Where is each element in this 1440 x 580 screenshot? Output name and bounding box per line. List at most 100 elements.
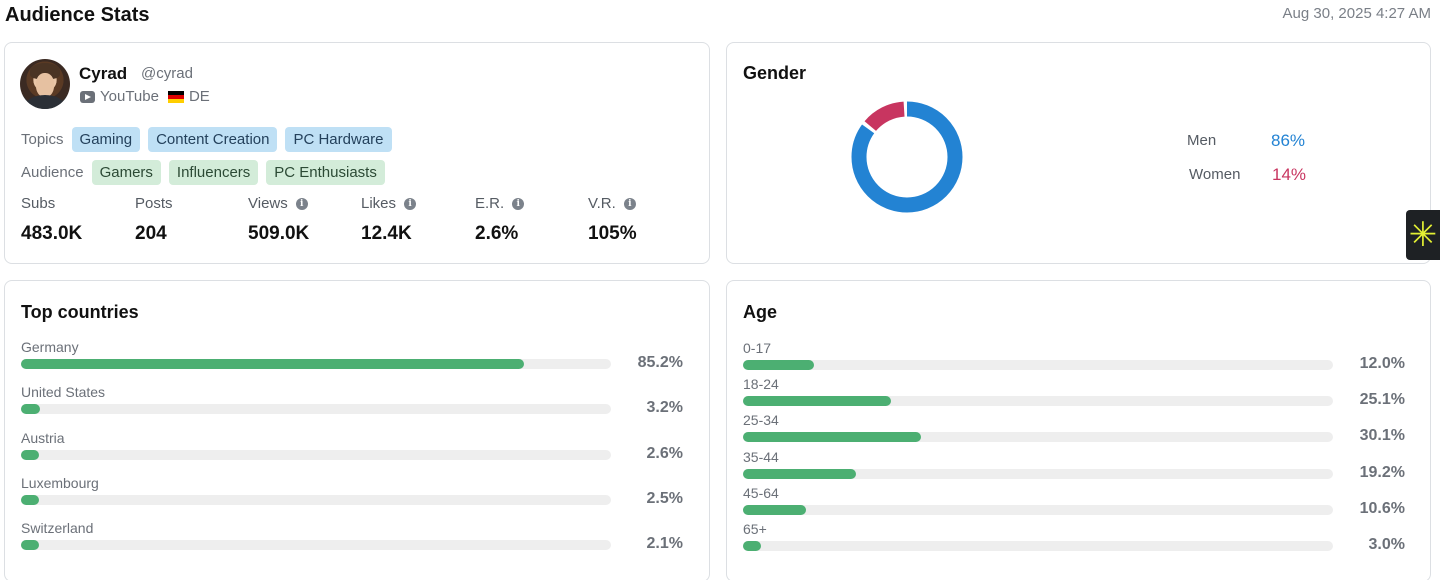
bar-label: Austria bbox=[21, 430, 65, 448]
help-widget-icon[interactable]: ✳ bbox=[1406, 210, 1440, 260]
bar-label-text: Luxembourg bbox=[21, 474, 99, 491]
bar-track bbox=[21, 449, 611, 460]
bar-label-text: United States bbox=[21, 384, 106, 401]
bar-label-text: 0-17 bbox=[743, 340, 772, 356]
bar-percent: 2.6% bbox=[646, 444, 683, 462]
bar-track bbox=[21, 540, 611, 551]
bar-label: 0-17 bbox=[743, 340, 771, 358]
stat-value: 509.0K bbox=[248, 223, 310, 244]
bar-label-text: Switzerland bbox=[21, 520, 94, 537]
bar-label-text: 25-34 bbox=[743, 412, 779, 429]
info-icon[interactable]: i bbox=[512, 197, 525, 210]
countries-title: Top countries bbox=[21, 302, 139, 322]
stat-label: Views bbox=[248, 195, 288, 212]
stat-subs: Subs 483.0K bbox=[21, 195, 82, 245]
stat-label: E.R. bbox=[475, 195, 505, 212]
bar-percent: 3.0% bbox=[1368, 536, 1405, 553]
audience-label: Audience bbox=[21, 164, 84, 181]
info-icon[interactable]: i bbox=[404, 197, 417, 210]
youtube-icon bbox=[80, 90, 95, 103]
stat-views: Views i 509.0K bbox=[248, 195, 309, 245]
legend-label: Men bbox=[1187, 132, 1217, 149]
stat-posts: Posts 204 bbox=[135, 195, 173, 245]
bar-track bbox=[743, 432, 1333, 443]
bar-label: 65+ bbox=[743, 521, 767, 539]
bar-percent: 85.2% bbox=[637, 354, 683, 371]
bar-fill bbox=[21, 359, 524, 369]
bar-percent: 2.5% bbox=[646, 489, 683, 507]
audience-tag[interactable]: Gamers bbox=[91, 160, 161, 185]
bar-percent: 2.1% bbox=[646, 535, 683, 553]
bar-fill bbox=[743, 396, 892, 407]
country-label: DE bbox=[188, 88, 210, 105]
age-title: Age bbox=[743, 302, 778, 322]
stat-value: 12.4K bbox=[361, 223, 412, 244]
avatar[interactable] bbox=[20, 59, 70, 109]
bar-percent: 12.0% bbox=[1359, 355, 1405, 372]
bar-label: 45-64 bbox=[743, 485, 779, 503]
gender-title: Gender bbox=[743, 63, 807, 83]
stat-label: V.R. bbox=[588, 195, 616, 212]
stat-value: 204 bbox=[135, 223, 167, 244]
legend-value: 14% bbox=[1272, 165, 1307, 184]
bar-fill bbox=[21, 449, 39, 460]
bar-percent: 25.1% bbox=[1359, 391, 1405, 409]
bar-track bbox=[743, 360, 1333, 370]
bar-label: Germany bbox=[21, 339, 79, 357]
bar-fill bbox=[21, 494, 39, 505]
countries-card: Top countries Germany 85.2% United States 3… bbox=[4, 280, 710, 580]
bar-percent: 3.2% bbox=[646, 399, 683, 417]
bar-track bbox=[743, 541, 1333, 551]
topics-label: Topics bbox=[21, 131, 64, 148]
gender-donut-chart[interactable] bbox=[851, 101, 963, 213]
stat-value: 105% bbox=[588, 223, 637, 244]
bar-track bbox=[743, 504, 1333, 515]
topic-tag[interactable]: Content Creation bbox=[148, 127, 278, 152]
stat-label: Posts bbox=[135, 195, 173, 212]
bar-label-text: 35-44 bbox=[743, 448, 779, 465]
bar-label: United States bbox=[21, 384, 105, 402]
stat-likes: Likes i 12.4K bbox=[361, 195, 417, 245]
profile-name[interactable]: Cyrad bbox=[79, 64, 128, 83]
bar-label-text: Germany bbox=[21, 339, 79, 355]
timestamp: Aug 30, 2025 4:27 AM bbox=[1282, 5, 1431, 22]
bar-fill bbox=[743, 504, 806, 515]
stat-er: E.R. i 2.6% bbox=[475, 195, 525, 245]
bar-label: 35-44 bbox=[743, 449, 779, 467]
bar-track bbox=[21, 404, 611, 415]
bar-track bbox=[743, 468, 1333, 479]
info-icon[interactable]: i bbox=[295, 197, 308, 210]
age-card: Age 0-17 12.0% 18-24 25.1% 25-34 30.1% 35-44 19… bbox=[726, 280, 1431, 580]
audience-tag[interactable]: PC Enthusiasts bbox=[266, 160, 385, 185]
bar-label-text: 65+ bbox=[743, 521, 767, 537]
bar-track bbox=[21, 359, 611, 369]
audience-row: Audience Gamers Influencers PC Enthusias… bbox=[21, 160, 385, 185]
page-title: Audience Stats bbox=[5, 4, 150, 26]
info-icon[interactable]: i bbox=[623, 197, 636, 210]
stat-label: Likes bbox=[361, 195, 397, 212]
stat-value: 483.0K bbox=[21, 223, 83, 244]
audience-tag[interactable]: Influencers bbox=[168, 160, 259, 185]
bar-track bbox=[21, 494, 611, 505]
bar-label: 25-34 bbox=[743, 412, 779, 430]
profile-handle: @cyrad bbox=[141, 65, 193, 82]
topic-tag[interactable]: Gaming bbox=[71, 127, 141, 152]
donut-segment-men[interactable] bbox=[851, 101, 963, 213]
bar-fill bbox=[743, 432, 921, 443]
bar-percent: 19.2% bbox=[1359, 463, 1405, 481]
bar-percent: 10.6% bbox=[1359, 499, 1405, 517]
bar-fill bbox=[743, 541, 761, 551]
bar-percent: 30.1% bbox=[1359, 427, 1405, 445]
bar-label-text: 18-24 bbox=[743, 376, 779, 393]
platform-label: YouTube bbox=[100, 88, 159, 105]
topic-tag[interactable]: PC Hardware bbox=[285, 127, 392, 152]
bar-fill bbox=[743, 360, 814, 370]
stat-value: 2.6% bbox=[475, 223, 519, 244]
bar-track bbox=[743, 396, 1333, 407]
topics-row: Topics Gaming Content Creation PC Hardwa… bbox=[21, 127, 392, 152]
germany-flag-icon bbox=[167, 90, 184, 103]
bar-label: Luxembourg bbox=[21, 475, 99, 493]
bar-label: Switzerland bbox=[21, 520, 93, 538]
bar-fill bbox=[21, 540, 39, 551]
platform-row: YouTube DE bbox=[80, 88, 210, 105]
